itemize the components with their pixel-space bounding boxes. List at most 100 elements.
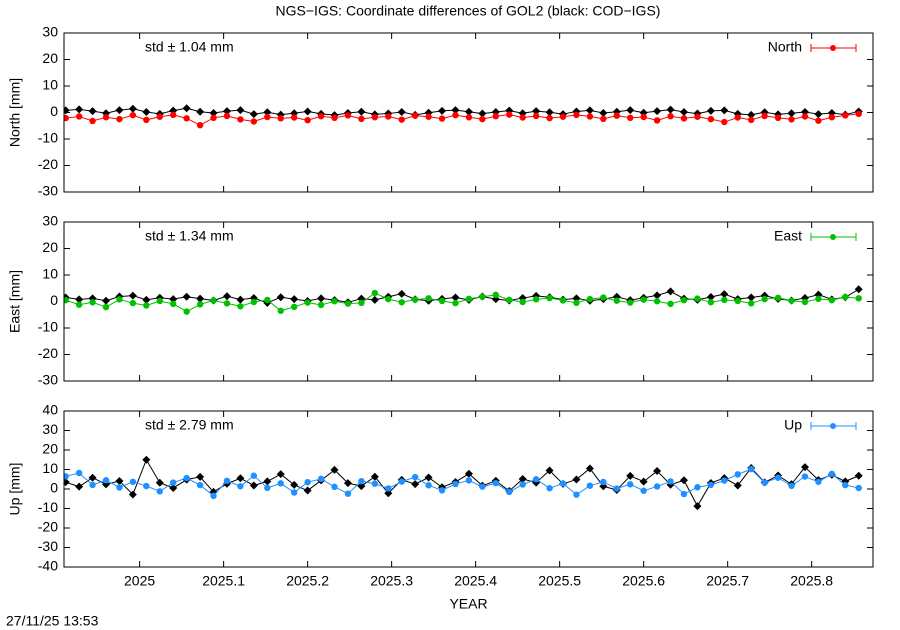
data-point [680,296,688,304]
data-point [800,107,809,116]
data-point [694,113,701,120]
data-point [129,478,137,485]
data-point [331,114,338,122]
data-point [478,109,487,118]
data-point [788,116,795,123]
data-point [170,111,177,119]
data-point [304,478,311,486]
y-tick-label: 0 [50,292,58,308]
data-point [479,115,486,123]
data-point [653,483,661,490]
data-point [532,112,540,120]
data-point [183,115,190,122]
data-point [290,114,298,121]
data-point [600,478,607,486]
annotation: std ± 1.34 mm [145,228,234,244]
data-point [143,482,150,490]
legend-swatch [830,423,836,429]
data-point [371,289,379,297]
data-point [519,114,526,121]
y-tick-label: -40 [38,558,58,574]
data-point [666,105,675,114]
data-point [236,106,245,115]
y-tick-label: 40 [42,402,58,418]
data-point [667,113,674,120]
data-point [128,104,137,113]
data-point [384,489,393,498]
data-point [788,482,795,490]
data-point [653,298,661,305]
y-tick-label: -30 [38,372,58,388]
data-point [343,479,352,488]
data-point [223,477,231,485]
data-point [438,106,447,115]
data-point [559,480,567,487]
data-point [143,302,150,309]
data-point [842,481,849,489]
x-tick-label: 2025.7 [706,573,749,589]
data-point [290,295,299,304]
data-point [667,478,674,485]
x-tick-label: 2025.1 [202,573,245,589]
data-point [452,480,459,488]
data-point [222,107,231,116]
data-point [303,486,312,495]
data-point [761,479,768,486]
data-point [774,474,782,481]
data-point [599,109,608,118]
data-point [75,105,84,114]
data-point [88,473,97,482]
y-tick-label: 20 [42,50,58,66]
data-point [75,482,84,491]
data-point [371,114,379,121]
data-point [546,114,553,122]
data-point [545,108,554,117]
data-point [411,112,419,119]
data-point [276,470,285,479]
data-point [464,107,473,116]
data-point [506,111,513,118]
data-point [196,107,205,116]
data-point [210,492,217,500]
data-point [680,115,688,122]
data-point [627,481,634,488]
y-tick-label: -20 [38,156,58,172]
data-point [653,117,661,124]
data-point [627,114,634,122]
data-point [358,115,365,123]
data-point [815,295,822,303]
y-tick-label: -10 [38,130,58,146]
data-point [304,116,311,124]
data-point [640,487,647,494]
y-tick-label: -20 [38,519,58,535]
data-point [721,296,728,304]
data-point [720,290,729,299]
data-point [572,294,581,303]
data-point [170,300,177,308]
y-axis-title: Up [mm] [7,463,23,516]
data-point [492,113,500,120]
data-point [358,478,365,485]
y-tick-label: 30 [42,421,58,437]
data-point [585,106,594,115]
data-point [88,107,97,116]
data-point [196,122,204,129]
data-point [317,294,326,303]
data-point [249,110,258,119]
data-point [182,292,191,301]
y-tick-label: 30 [42,24,58,40]
data-point [411,473,419,481]
plot-area [64,455,863,511]
data-point [559,113,567,120]
data-point [370,295,379,304]
data-point [182,104,191,113]
data-point [855,484,862,492]
data-point [102,114,110,121]
data-point [276,293,285,302]
data-point [317,301,325,309]
data-point [411,296,419,303]
data-point [465,114,473,121]
data-point [518,475,527,484]
data-point [143,116,150,124]
x-tick-label: 2025.4 [454,573,497,589]
